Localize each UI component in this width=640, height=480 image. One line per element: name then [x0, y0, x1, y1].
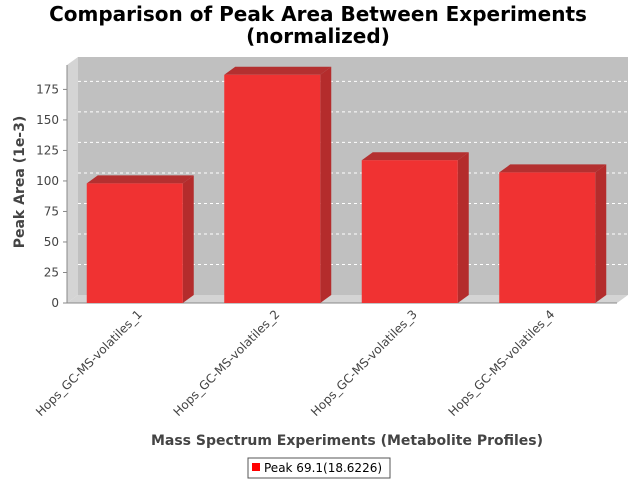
category-label-1: Hops_GC-MS-volatiles_1 — [33, 307, 145, 419]
y-tick-label-4: 100 — [36, 174, 59, 188]
y-tick-label-6: 150 — [36, 113, 59, 127]
bar-side-3 — [457, 152, 469, 303]
bar-top-2 — [224, 66, 332, 75]
category-label-2: Hops_GC-MS-volatiles_2 — [171, 307, 283, 419]
legend-entry-label: Peak 69.1(18.6226) — [264, 461, 382, 475]
category-label-4: Hops_GC-MS-volatiles_4 — [446, 307, 558, 419]
y-tick-label-3: 75 — [44, 204, 59, 218]
bar-top-1 — [86, 175, 194, 184]
bar-side-2 — [320, 66, 332, 303]
legend-swatch — [252, 463, 260, 471]
y-tick-label-1: 25 — [44, 265, 59, 279]
plot-area: 0 25 50 75 100 125 150 175 Hops_GC-MS-volatiles_… — [33, 57, 628, 419]
bar-2 — [224, 74, 321, 303]
bar-top-3 — [361, 152, 469, 161]
legend: Peak 69.1(18.6226) — [247, 457, 391, 479]
chart-title-line-2: (normalized) — [246, 24, 390, 48]
plot-floor — [67, 295, 628, 303]
legend-box — [247, 457, 391, 479]
x-axis-label: Mass Spectrum Experiments (Metabolite Pr… — [151, 433, 543, 449]
y-axis-label: Peak Area (1e-3) — [12, 116, 28, 249]
bar-1 — [86, 183, 183, 303]
y-tick-label-7: 175 — [36, 82, 59, 96]
chart-title-line-1: Comparison of Peak Area Between Experime… — [49, 2, 587, 26]
y-tick-label-2: 50 — [44, 235, 59, 249]
bar-side-1 — [182, 175, 194, 303]
plot-left-wall — [67, 57, 78, 303]
y-tick-label-0: 0 — [51, 296, 59, 310]
bar-3 — [361, 160, 458, 303]
category-label-3: Hops_GC-MS-volatiles_3 — [308, 307, 420, 419]
y-tick-label-5: 125 — [36, 143, 59, 157]
bar-side-4 — [595, 164, 607, 303]
bar-4 — [499, 172, 596, 303]
bar-top-4 — [499, 164, 607, 173]
